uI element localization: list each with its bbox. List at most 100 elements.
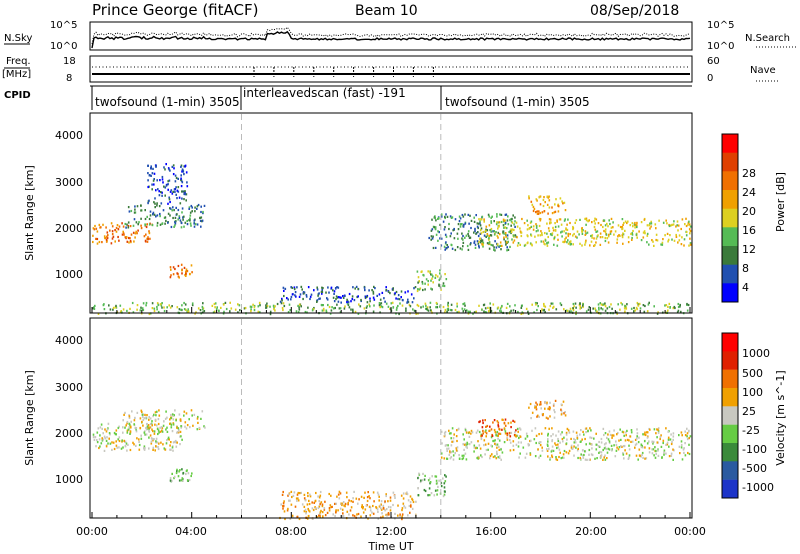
power-cell-1-22 [133,218,136,221]
power-cell-2-62 [152,179,155,182]
power-cell-4-345 [647,303,650,306]
velocity-cell-4-262 [657,430,660,433]
velocity-cell-4-555 [574,439,576,442]
velocity-cell-0-95 [111,441,113,444]
velocity-cell-4-46 [517,445,520,448]
velocity-cell-4-183 [510,431,513,434]
velocity-cell-4-563 [476,456,478,460]
velocity-cell-4-412 [644,457,646,460]
power-cell-4-60 [304,310,307,314]
velocity-cell-6-12 [535,405,537,408]
velocity-cell-3-156 [337,509,339,512]
power-cell-7-173 [631,233,634,236]
velocity-cell-4-486 [651,441,654,444]
velocity-cell-3-18 [336,495,338,498]
power-cell-2-0 [151,188,153,191]
power-cell-9-47 [416,270,419,273]
velocity-cell-4-328 [531,429,533,432]
velocity-cell-0-172 [148,447,150,450]
power-cell-0-85 [147,238,149,241]
velocity-cell-3-126 [316,516,318,519]
velocity-cell-4-345 [622,431,625,434]
velocity-cell-3-180 [380,508,383,511]
power-cell-4-42 [544,311,546,314]
velocity-cell-4-395 [666,441,669,444]
velocity-cell-4-319 [476,446,478,450]
velocity-cell-1-72 [158,431,160,434]
power-cell-2-108 [184,164,187,167]
date-title: 08/Sep/2018 [590,3,679,19]
power-cell-4-278 [533,311,535,314]
power-cell-9-32 [438,283,440,286]
velocity-cell-3-260 [392,491,395,494]
velocity-cell-4-299 [686,438,689,441]
velocity-cell-7-47 [428,487,431,490]
power-cell-6-147 [473,231,475,234]
power-cell-6-20 [434,228,437,231]
power-cell-7-362 [673,220,675,223]
velocity-cell-0-25 [140,437,143,440]
velocity-cell-4-18 [452,440,455,443]
velocity-cell-0-64 [175,439,177,443]
velocity-cell-4-505 [529,453,532,456]
velocity-cell-4-79 [604,458,607,461]
power-cell-7-357 [627,220,629,223]
velocity-cell-4-513 [616,433,618,436]
power-cell-2-8 [173,167,175,170]
velocity-cell-7-7 [421,479,424,482]
power-cell-9-26 [439,272,441,275]
velocity-cell-4-354 [448,429,450,432]
power-cell-7-163 [621,236,624,239]
velocity-cell-0-97 [154,449,156,452]
power-cell-4-121 [214,306,216,309]
power-cell-7-86 [607,225,609,228]
power-cell-2-74 [180,178,182,181]
power-cell-1-74 [169,214,171,217]
power-cell-7-277 [556,244,559,247]
velocity-cell-1-128 [153,413,155,416]
power-cell-1-80 [172,216,174,220]
velocity-cell-0-65 [150,442,153,445]
power-cell-5-144 [333,292,335,295]
velocity-cell-4-57 [673,449,675,452]
velocity-cell-0-16 [179,435,181,438]
power-cell-4-250 [408,303,411,306]
power-colorbar [721,133,739,303]
velocity-cell-5-16 [502,418,504,421]
velocity-cell-1-65 [186,424,189,427]
power-cell-6-89 [511,217,513,220]
power-cell-4-67 [606,307,609,310]
power-cell-7-401 [563,230,565,233]
velocity-cell-4-479 [535,441,537,445]
velocity-cell-3-41 [290,503,293,506]
velocity-cell-4-494 [659,437,661,441]
velocity-cell-6-15 [564,414,567,417]
power-cell-4-113 [464,304,466,307]
velocity-cell-0-53 [101,439,104,442]
power-cell-6-174 [434,226,437,229]
velocity-cell-4-185 [686,427,688,430]
velocity-cell-1-32 [204,426,206,429]
power-cell-4-1 [151,302,154,305]
power-cell-4-466 [420,306,422,309]
velocity-cell-3-112 [286,509,289,512]
power-cell-4-331 [169,306,172,309]
velocity-cell-4-139 [638,448,641,451]
power-cell-5-139 [302,297,304,301]
velocity-cell-2-8 [191,472,193,475]
power-cell-4-484 [115,304,117,307]
velocity-cell-4-270 [635,454,638,457]
velocity-cell-3-220 [401,515,403,518]
power-cell-7-102 [543,242,545,245]
power-cell-6-178 [450,216,453,219]
power-cell-6-90 [461,223,463,226]
velocity-cell-6-48 [563,412,565,415]
velocity-cell-2-15 [182,472,184,475]
power-cell-4-202 [156,302,159,305]
power-cell-2-16 [182,190,184,193]
power-cell-7-296 [662,221,665,224]
power-cell-1-104 [178,216,181,219]
velocity-cell-1-86 [189,426,191,429]
velocity-cell-3-205 [369,506,372,509]
velocity-cell-4-386 [574,441,577,444]
